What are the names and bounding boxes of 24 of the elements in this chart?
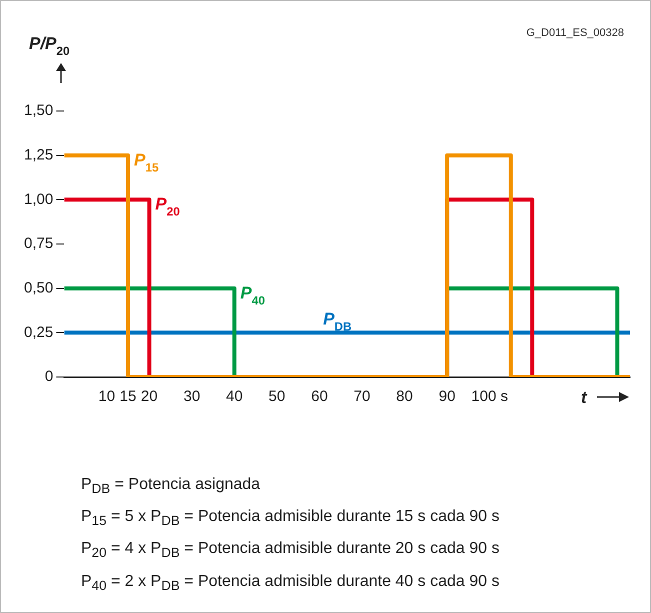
y-tick-label: 0,75 [24,235,54,252]
y-tick-label: 1,25 [24,146,54,164]
x-tick-label: 100 s [471,388,508,406]
x-tick-label: 15 [120,388,136,406]
x-tick-label: 40 [226,388,243,406]
x-axis-title: t [581,388,588,407]
x-tick-label: 30 [183,388,200,406]
y-tick-label: 0,50 [24,279,54,296]
text: P$_{40}$ = 2 x P$_{DB}$ = Potencia admisible durante 40 s cada 90 s [81,572,500,595]
x-tick-label: 10 [98,388,116,406]
x-tick-label: 60 [311,388,328,406]
y-tick-label: 0,25 [24,324,54,341]
x-tick-label: 20 [140,388,158,406]
x-tick-label: 90 [438,388,456,406]
x-tick-label: 80 [396,388,413,406]
y-tick-label: 1,00 [24,190,54,208]
y-tick-label: 1,50 [24,102,54,120]
x-tick-label: 50 [268,388,286,406]
text: P$_{15}$ = 5 x P$_{DB}$ = Potencia admisible durante 15 s cada 90 s [81,507,500,530]
y-tick-label: 0 [44,368,54,386]
text: G_D011_ES_00328 [526,27,624,39]
text: P$_{20}$ = 4 x P$_{DB}$ = Potencia admisible durante 20 s cada 90 s [81,539,500,563]
text: P$_{DB}$ = Potencia asignada [81,475,262,498]
x-tick-label: 70 [354,388,370,406]
